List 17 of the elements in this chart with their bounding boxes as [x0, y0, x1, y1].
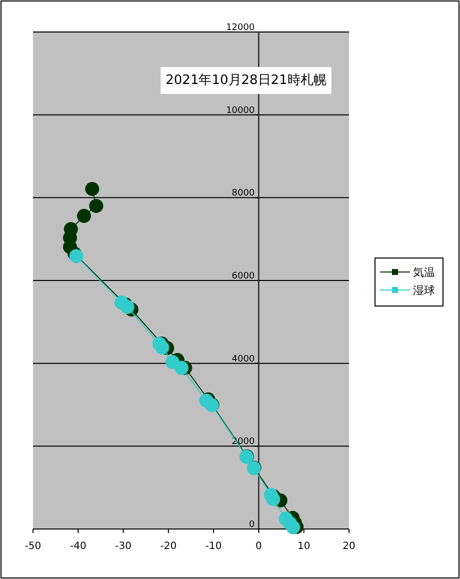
- text: 2021年10月28日21時札幌: [166, 73, 326, 88]
- legend-label: 気温: [413, 266, 435, 279]
- y-tick-label: 12000: [226, 23, 255, 33]
- x-tick-label: 10: [297, 541, 310, 552]
- x-tick-label: -30: [115, 541, 132, 552]
- y-tick-label: 8000: [232, 188, 255, 199]
- x-tick-label: 0: [256, 541, 262, 552]
- y-tick-label: 0: [248, 520, 255, 530]
- y-tick-label: 4000: [232, 354, 255, 364]
- x-tick-label: -20: [160, 541, 177, 552]
- y-tick-label: 10000: [226, 106, 255, 116]
- legend-label: 湿球: [413, 284, 435, 297]
- y-tick-label: 6000: [232, 272, 255, 282]
- x-tick-label: -50: [24, 541, 42, 552]
- x-tick-label: 20: [342, 541, 356, 552]
- x-tick-label: -10: [205, 541, 222, 552]
- x-tick-label: -40: [70, 541, 86, 552]
